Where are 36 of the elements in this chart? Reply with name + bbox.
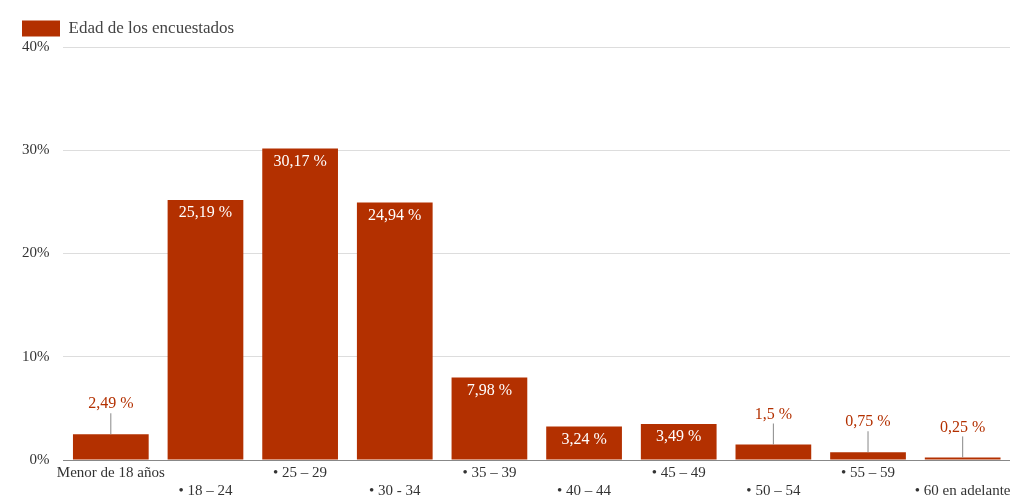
x-tick-label: • 25 – 29 [273,463,328,480]
bar [167,199,244,460]
x-tick-label: • 18 – 24 [178,481,233,498]
data-label: 2,49 % [88,394,134,412]
x-tick-label: • 35 – 39 [462,463,517,480]
data-label: 3,24 % [561,429,607,447]
bar [830,452,906,460]
legend-label: Edad de los encuestados [68,17,235,37]
data-label: 7,98 % [466,380,513,398]
y-tick-label: 20% [22,244,50,261]
bar [356,202,433,460]
bar [262,148,338,460]
y-tick-label: 40% [22,37,50,54]
y-tick-label: 30% [22,141,50,158]
data-label: 24,94 % [368,205,422,223]
data-label: 30,17 % [273,151,327,169]
x-tick-label: • 30 - 34 [369,481,422,498]
data-label: 0,75 % [845,412,891,430]
x-tick-label: • 40 – 44 [557,481,612,498]
data-label: 3,49 % [656,427,702,445]
x-tick-label: • 55 – 59 [841,463,896,480]
bar [924,457,1001,460]
x-tick-label: • 50 – 54 [746,481,801,498]
x-tick-label: Menor de 18 años [56,463,165,480]
x-tick-label: • 60 en adelante [914,481,1011,498]
bar [640,423,717,460]
y-tick-label: 10% [22,347,50,364]
data-label: 25,19 % [178,203,233,221]
bar [735,444,812,460]
bar [546,426,622,460]
bar [451,377,528,460]
y-tick-label: 0% [29,450,50,467]
bar [72,434,149,460]
data-label: 0,25 % [940,417,986,435]
data-label: 1,5 % [754,404,793,422]
x-tick-label: • 45 – 49 [651,463,706,480]
